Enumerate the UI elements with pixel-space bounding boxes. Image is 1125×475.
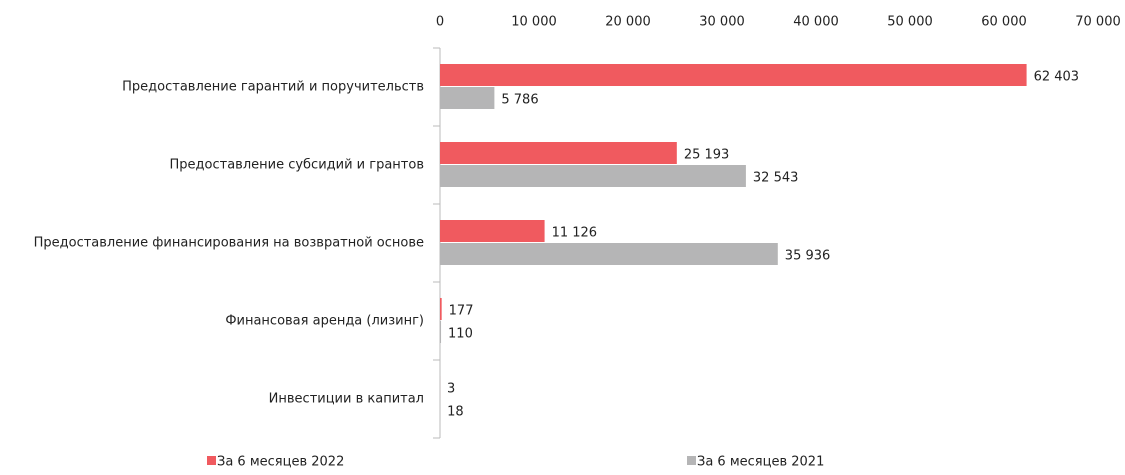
category-label: Предоставление гарантий и поручительств xyxy=(122,80,424,95)
value-label: 177 xyxy=(449,304,474,319)
category-label: Финансовая аренда (лизинг) xyxy=(225,314,424,329)
value-label: 35 936 xyxy=(785,249,831,264)
legend-swatch xyxy=(687,456,696,465)
x-tick-label: 10 000 xyxy=(511,15,557,30)
value-label: 25 193 xyxy=(684,148,730,163)
legend-label: За 6 месяцев 2021 xyxy=(697,455,824,470)
x-tick-label: 70 000 xyxy=(1075,15,1121,30)
bar xyxy=(440,321,441,343)
bar xyxy=(440,142,677,164)
category-label: Инвестиции в капитал xyxy=(269,392,424,407)
x-tick-label: 30 000 xyxy=(699,15,745,30)
bar xyxy=(440,220,545,242)
bar xyxy=(440,87,494,109)
category-label: Предоставление финансирования на возврат… xyxy=(34,236,424,251)
x-tick-label: 40 000 xyxy=(793,15,839,30)
x-tick-label: 0 xyxy=(436,15,444,30)
value-label: 5 786 xyxy=(501,93,538,108)
value-label: 3 xyxy=(447,382,455,397)
legend-swatch xyxy=(207,456,216,465)
category-label: Предоставление субсидий и грантов xyxy=(170,158,425,173)
value-label: 32 543 xyxy=(753,171,799,186)
x-tick-label: 60 000 xyxy=(981,15,1027,30)
bar xyxy=(440,165,746,187)
x-tick-label: 50 000 xyxy=(887,15,933,30)
x-tick-label: 20 000 xyxy=(605,15,651,30)
bar xyxy=(440,298,442,320)
value-label: 62 403 xyxy=(1034,70,1080,85)
value-label: 11 126 xyxy=(552,226,598,241)
bar xyxy=(440,243,778,265)
value-label: 110 xyxy=(448,327,473,342)
value-label: 18 xyxy=(447,405,464,420)
legend-label: За 6 месяцев 2022 xyxy=(217,455,344,470)
bar xyxy=(440,64,1027,86)
